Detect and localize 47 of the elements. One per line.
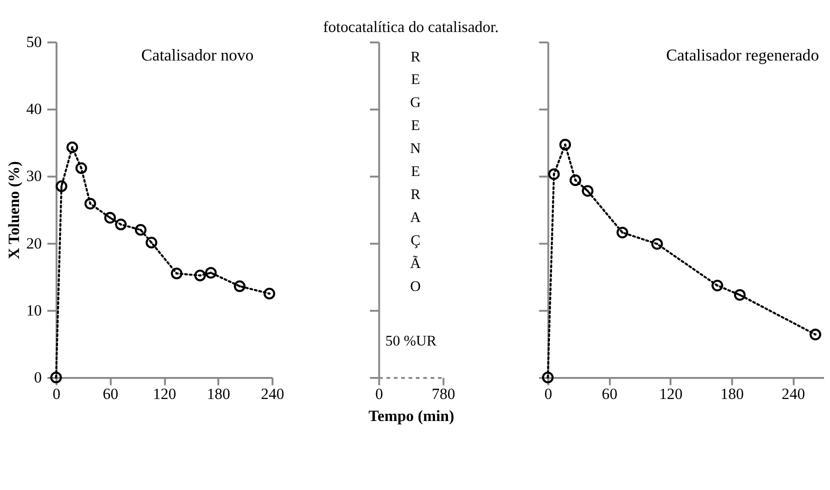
annotation: 50 %UR — [385, 333, 437, 350]
annotation: Catalisador regenerado — [666, 45, 819, 64]
point — [205, 266, 217, 279]
x-tick-label: 780 — [432, 386, 456, 404]
point — [734, 289, 746, 301]
chart-title: fotocatalítica do catalisador. — [323, 19, 499, 36]
x-tick-label: 0 — [375, 386, 384, 404]
point — [548, 168, 560, 180]
point — [810, 328, 822, 340]
x-tick-label: 60 — [102, 386, 119, 404]
y-tick-label: 50 — [26, 34, 42, 52]
point — [616, 226, 628, 238]
x-tick-label: 240 — [260, 386, 284, 404]
point — [234, 280, 246, 292]
x-tick-label: 180 — [720, 386, 744, 404]
point — [559, 138, 572, 150]
y-tick-label: 20 — [26, 235, 42, 252]
annotation: Catalisador novo — [141, 45, 254, 64]
point — [651, 238, 663, 250]
point — [582, 185, 594, 197]
y-tick-label: 10 — [26, 302, 42, 320]
point — [56, 180, 68, 192]
point — [84, 198, 96, 210]
x-tick-label: 120 — [659, 386, 683, 404]
point — [104, 212, 116, 224]
x-tick-label: 240 — [782, 386, 806, 404]
point — [146, 236, 158, 248]
y-tick-label: 30 — [26, 168, 42, 186]
point — [75, 162, 88, 174]
point — [264, 288, 276, 300]
y-tick-label: 0 — [34, 370, 42, 387]
point — [570, 174, 582, 186]
x-axis-title: Tempo (min) — [368, 408, 454, 426]
point — [66, 141, 78, 154]
point — [115, 218, 127, 230]
x-tick-label: 180 — [206, 386, 230, 404]
y-axis-title: X Tolueno (%) — [6, 161, 23, 260]
point — [134, 224, 146, 236]
point — [170, 268, 182, 280]
point — [712, 280, 724, 292]
x-tick-label: 0 — [544, 386, 552, 404]
x-tick-label: 0 — [52, 386, 61, 404]
x-tick-label: 60 — [602, 386, 618, 404]
point — [194, 270, 206, 282]
text: REGENERAÇÃO — [410, 49, 421, 296]
x-tick-label: 120 — [152, 386, 176, 404]
y-tick-label: 40 — [26, 101, 42, 118]
